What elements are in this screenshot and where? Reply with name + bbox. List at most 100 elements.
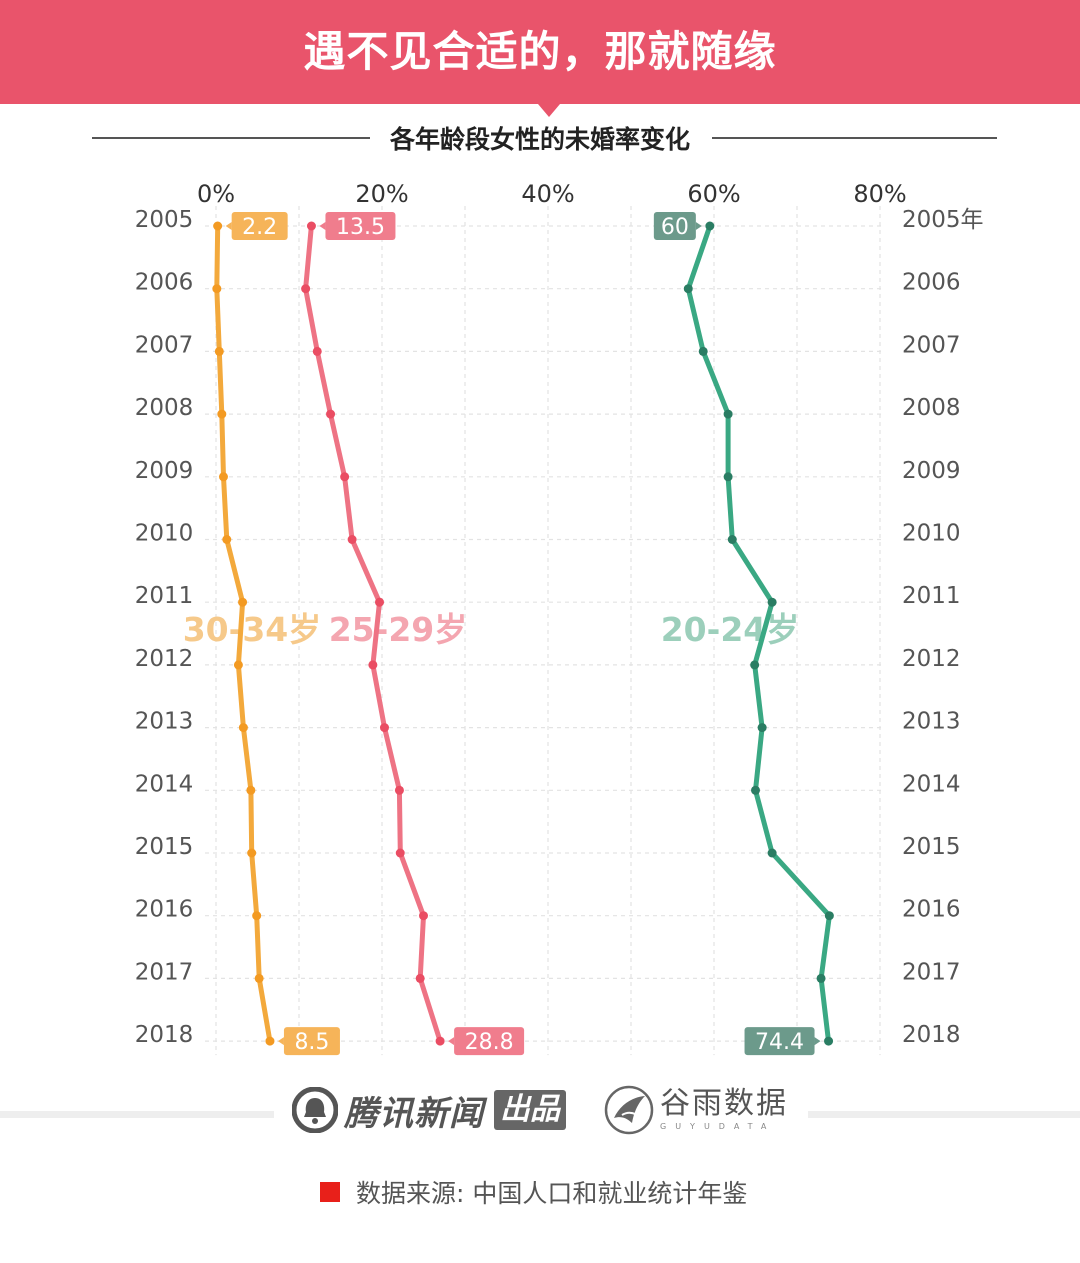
banner-pointer bbox=[538, 104, 560, 117]
data-point bbox=[233, 660, 243, 670]
data-point bbox=[254, 973, 264, 983]
data-point bbox=[301, 284, 311, 294]
callout-box bbox=[283, 1027, 340, 1056]
series-lines bbox=[212, 221, 834, 1046]
data-point bbox=[757, 723, 767, 733]
data-point bbox=[751, 785, 760, 795]
callout-box bbox=[653, 212, 696, 240]
x-tick-label: 60% bbox=[687, 180, 740, 208]
callout-label: 74.4 bbox=[755, 1030, 804, 1055]
footer-rule-left bbox=[0, 1111, 274, 1118]
x-tick-label: 0% bbox=[197, 180, 235, 208]
callout-arrow bbox=[448, 1037, 455, 1046]
y-label-right: 2007 bbox=[902, 332, 961, 358]
data-point bbox=[326, 409, 336, 419]
y-label-right: 2005年 bbox=[902, 207, 984, 233]
data-point bbox=[723, 472, 733, 482]
y-label-left: 2008 bbox=[135, 395, 194, 421]
line-chart: 0% 20% 40% 60% 80% 2005200620072008200920102… bbox=[135, 180, 984, 1056]
y-label-left: 2011 bbox=[135, 583, 194, 609]
y-label-left: 2012 bbox=[135, 646, 194, 672]
callout-arrow bbox=[814, 1037, 821, 1046]
data-point bbox=[767, 597, 777, 607]
data-point bbox=[375, 597, 385, 607]
brand-tencent-name: 腾讯新闻 bbox=[344, 1093, 484, 1134]
y-label-right: 2013 bbox=[902, 709, 961, 735]
y-label-left: 2018 bbox=[135, 1022, 194, 1048]
data-point bbox=[347, 535, 357, 544]
data-point bbox=[214, 346, 224, 356]
y-label-left: 2013 bbox=[135, 709, 194, 735]
y-label-left: 2016 bbox=[135, 897, 194, 923]
header-banner: 遇不见合适的，那就随缘 bbox=[0, 0, 1080, 104]
brand-tencent-tag: 出品 bbox=[494, 1090, 566, 1130]
callout-arrow bbox=[695, 222, 702, 230]
data-source-text: 数据来源: 中国人口和就业统计年鉴 bbox=[356, 1179, 748, 1208]
data-point bbox=[395, 848, 405, 858]
tencent-news-logo-icon bbox=[292, 1087, 338, 1133]
y-label-right: 2010 bbox=[902, 521, 961, 547]
series-line bbox=[685, 223, 832, 1044]
data-point bbox=[727, 535, 737, 544]
series-name: 25-29岁 bbox=[329, 610, 468, 649]
data-point bbox=[435, 1036, 445, 1046]
data-point bbox=[379, 723, 389, 733]
data-point bbox=[312, 346, 322, 356]
x-tick-label: 80% bbox=[853, 180, 906, 208]
data-point bbox=[824, 1036, 834, 1046]
data-point bbox=[246, 785, 256, 795]
data-point bbox=[415, 973, 425, 983]
x-axis-ticks: 0% 20% 40% 60% 80% bbox=[197, 180, 907, 208]
y-label-left: 2014 bbox=[135, 771, 194, 797]
x-tick-label: 40% bbox=[521, 180, 574, 208]
series-name: 20-24岁 bbox=[661, 610, 800, 649]
y-label-left: 2005 bbox=[135, 207, 194, 233]
data-point bbox=[419, 911, 428, 921]
brand-tencent: 腾讯新闻 出品 bbox=[292, 1084, 566, 1136]
data-point bbox=[816, 973, 826, 983]
page-title: 遇不见合适的，那就随缘 bbox=[303, 27, 777, 76]
callout-label: 2.2 bbox=[242, 215, 277, 240]
data-source: 数据来源: 中国人口和就业统计年鉴 bbox=[320, 1176, 747, 1208]
callout-label: 13.5 bbox=[336, 215, 385, 240]
subtitle-rule-right bbox=[712, 137, 997, 139]
data-point bbox=[767, 848, 777, 858]
data-point bbox=[368, 660, 378, 670]
data-point bbox=[698, 346, 708, 356]
y-label-left: 2009 bbox=[135, 458, 194, 484]
y-label-right: 2014 bbox=[902, 771, 961, 797]
y-label-right: 2009 bbox=[902, 458, 961, 484]
source-marker-icon bbox=[320, 1182, 340, 1202]
footer-rule-right bbox=[808, 1111, 1080, 1118]
data-point bbox=[394, 785, 404, 795]
y-label-left: 2010 bbox=[135, 521, 194, 547]
data-point bbox=[340, 472, 350, 482]
data-point bbox=[683, 284, 693, 294]
y-label-left: 2015 bbox=[135, 834, 194, 860]
callout-box bbox=[744, 1027, 815, 1056]
callout-box bbox=[325, 212, 396, 240]
y-axis-labels: 2005 2006 2007 2008 2009 2010 2011 2012 2013 2014… bbox=[135, 207, 984, 1048]
series-names: 30-34岁 25-29岁 20-24岁 bbox=[183, 610, 800, 649]
data-point bbox=[217, 409, 227, 419]
data-point bbox=[750, 660, 760, 670]
brand-guyu-name: 谷雨数据 bbox=[660, 1086, 788, 1121]
callout-label: 8.5 bbox=[294, 1030, 329, 1055]
data-point bbox=[213, 221, 223, 231]
y-label-right: 2018 bbox=[902, 1022, 961, 1048]
brand-guyu: 谷雨数据 GUYUDATA bbox=[604, 1084, 788, 1136]
callout-arrow bbox=[277, 1037, 284, 1046]
data-point bbox=[222, 535, 232, 544]
callout-arrow bbox=[225, 222, 232, 230]
data-point bbox=[238, 723, 248, 733]
series-line bbox=[303, 223, 443, 1044]
y-label-left: 2006 bbox=[135, 270, 194, 296]
y-label-right: 2008 bbox=[902, 395, 961, 421]
data-point bbox=[247, 848, 257, 858]
callout-box bbox=[231, 212, 288, 240]
callout-label: 60 bbox=[661, 215, 689, 240]
chart-title: 各年龄段女性的未婚率变化 bbox=[389, 125, 690, 154]
callout-label: 28.8 bbox=[465, 1030, 514, 1055]
brand-guyu-sub: GUYUDATA bbox=[660, 1122, 776, 1131]
y-label-right: 2016 bbox=[902, 897, 961, 923]
